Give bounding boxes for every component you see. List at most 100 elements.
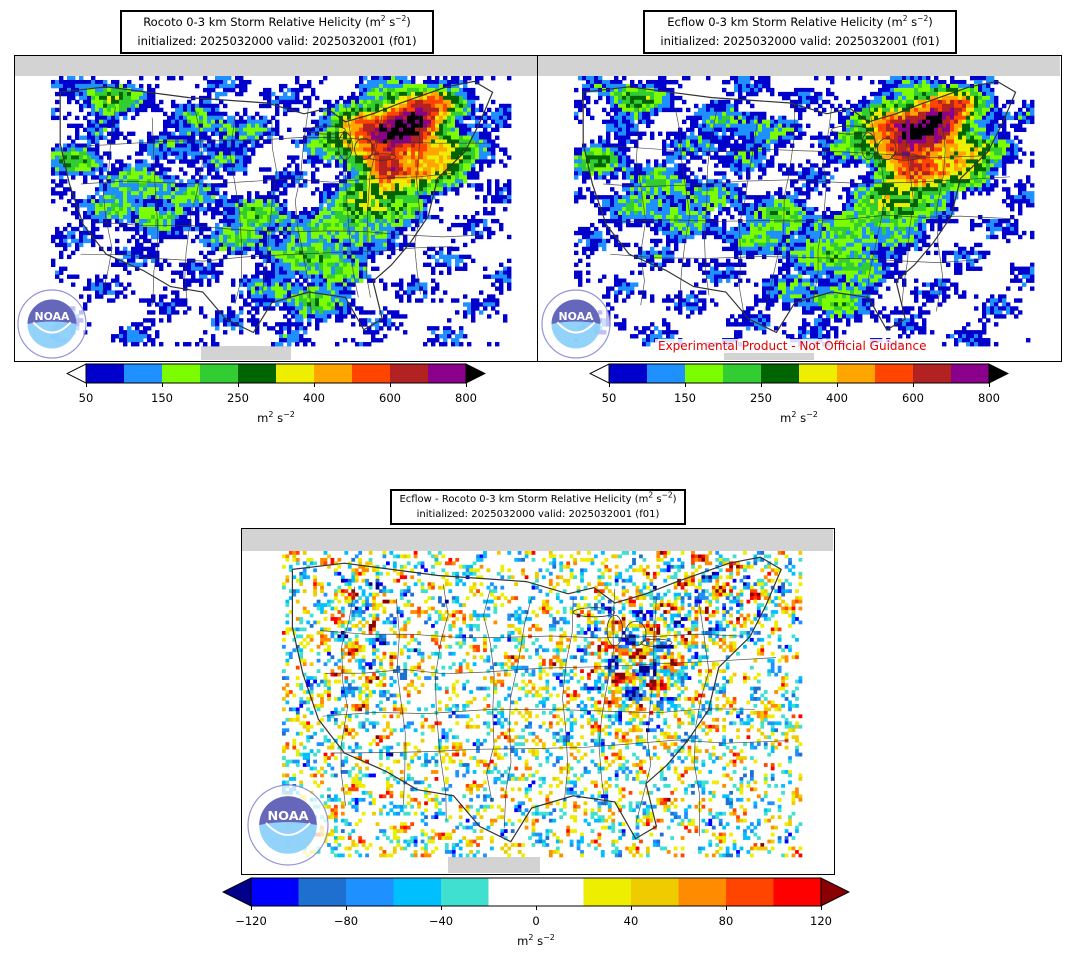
- colorbar-swatches: [589, 363, 1009, 384]
- colorbar-tick-mark: [250, 906, 252, 910]
- colorbar-tick-mark: [237, 383, 239, 387]
- colorbar-swatch: [393, 878, 442, 906]
- colorbar-tick-mark: [608, 383, 610, 387]
- colorbar-tick-label: 600: [902, 391, 924, 405]
- domain-mask-top: [15, 56, 537, 76]
- colorbar-tick-mark: [912, 383, 914, 387]
- colorbar-tick-mark: [988, 383, 990, 387]
- colorbar-swatch: [428, 364, 467, 383]
- colorbar-swatch: [583, 878, 632, 906]
- colorbar-tick-label: −120: [235, 914, 267, 928]
- colorbar-swatches: [66, 363, 486, 384]
- colorbar-tick-label: 400: [303, 391, 325, 405]
- great-lakes: [572, 607, 673, 647]
- noaa-logo: NOAA: [541, 289, 611, 359]
- colorbar-unit-label: m2 s−2: [517, 933, 555, 948]
- colorbar-over-extension: [465, 363, 486, 384]
- colorbar-tick-label: 120: [810, 914, 832, 928]
- colorbar-tick-label: 80: [718, 914, 734, 928]
- colorbar-under-extension: [589, 363, 610, 384]
- colorbar-swatch: [761, 364, 800, 383]
- panel2-map: NOAA: [537, 55, 1062, 362]
- colorbar-tick-label: 50: [78, 391, 94, 405]
- country-outline: [59, 80, 494, 334]
- colorbar-swatch: [773, 878, 822, 906]
- colorbar-swatch: [314, 364, 353, 383]
- colorbar-swatch: [200, 364, 239, 383]
- colorbar-swatch: [251, 878, 299, 906]
- colorbar-over-extension: [988, 363, 1009, 384]
- colorbar-tick-mark: [465, 383, 467, 387]
- panel1-title: Rocoto 0-3 km Storm Relative Helicity (m…: [120, 10, 434, 54]
- colorbar-tick-label: 800: [455, 391, 477, 405]
- country-outline: [582, 80, 1017, 334]
- colorbar-swatch: [647, 364, 686, 383]
- colorbar-tick-label: 400: [826, 391, 848, 405]
- panel1-map: NOAA: [14, 55, 539, 362]
- great-lakes: [831, 125, 920, 161]
- colorbar-tick-label: 150: [674, 391, 696, 405]
- colorbar-swatch: [238, 364, 277, 383]
- colorbar-swatch: [875, 364, 914, 383]
- colorbar-swatches: [222, 877, 850, 907]
- colorbar-swatch: [390, 364, 429, 383]
- state-boundaries: [603, 103, 1015, 313]
- panel3-title: Ecflow - Rocoto 0-3 km Storm Relative He…: [390, 489, 686, 525]
- colorbar-swatch: [441, 878, 489, 906]
- colorbar-tick-label: 50: [601, 391, 617, 405]
- colorbar-tick-mark: [313, 383, 315, 387]
- panel2-title-text: 0-3 km Storm Relative Helicity (m: [708, 15, 903, 29]
- colorbar-swatch: [352, 364, 391, 383]
- colorbar-swatch: [723, 364, 762, 383]
- colorbar-tick-label: −80: [333, 914, 359, 928]
- panel3-title-model: Ecflow - Rocoto: [399, 494, 477, 505]
- panel2-title: Ecflow 0-3 km Storm Relative Helicity (m…: [643, 10, 957, 54]
- colorbar-tick-label: 250: [750, 391, 772, 405]
- panel2-title-model: Ecflow: [667, 15, 705, 29]
- panel1-colorbar: 50 150 250 400 600 800 m2 s−2: [66, 363, 488, 425]
- colorbar-tick-mark: [760, 383, 762, 387]
- colorbar-swatch: [799, 364, 838, 383]
- colorbar-tick-mark: [389, 383, 391, 387]
- colorbar-swatch: [913, 364, 952, 383]
- country-outline: [291, 556, 782, 843]
- noaa-logo: NOAA: [247, 784, 329, 866]
- colorbar-tick-label: 150: [151, 391, 173, 405]
- colorbar-tick-label: 0: [532, 914, 540, 928]
- colorbar-swatch: [346, 878, 394, 906]
- svg-text:NOAA: NOAA: [35, 310, 70, 323]
- colorbar-swatch: [536, 878, 584, 906]
- colorbar-tick-label: 40: [623, 914, 639, 928]
- panel1-title-model: Rocoto: [143, 15, 183, 29]
- colorbar-swatch: [685, 364, 724, 383]
- panel1-map-canvas: NOAA: [15, 56, 537, 360]
- colorbar-swatch: [837, 364, 876, 383]
- colorbar-swatch: [726, 878, 774, 906]
- panel2-map-canvas: NOAA: [538, 56, 1060, 360]
- colorbar-tick-mark: [345, 906, 347, 910]
- colorbar-unit-label: m2 s−2: [257, 410, 295, 425]
- colorbar-swatch: [162, 364, 201, 383]
- colorbar-tick-mark: [161, 383, 163, 387]
- colorbar-swatch: [678, 878, 727, 906]
- colorbar-under-extension: [66, 363, 87, 384]
- colorbar-tick-mark: [725, 906, 727, 910]
- state-boundaries: [80, 103, 489, 314]
- colorbar-tick-mark: [85, 383, 87, 387]
- noaa-logo: NOAA: [17, 289, 87, 359]
- domain-mask-top: [538, 56, 1060, 76]
- colorbar-tick-mark: [684, 383, 686, 387]
- colorbar-tick-mark: [535, 906, 537, 910]
- state-boundaries: [319, 584, 789, 836]
- colorbar-swatch: [609, 364, 648, 383]
- great-lakes: [308, 125, 397, 161]
- panel3-title-init: initialized: 2025032000 valid: 202503200…: [416, 509, 660, 520]
- panel2-title-init: initialized: 2025032000 valid: 202503200…: [660, 34, 940, 48]
- panel2-colorbar: 50 150 250 400 600 800 m2 s−2: [589, 363, 1011, 425]
- colorbar-tick-mark: [630, 906, 632, 910]
- colorbar-tick-label: 600: [379, 391, 401, 405]
- colorbar-swatch: [276, 364, 315, 383]
- colorbar-under-extension: [222, 877, 252, 907]
- domain-mask-top: [242, 529, 833, 551]
- colorbar-swatch: [86, 364, 125, 383]
